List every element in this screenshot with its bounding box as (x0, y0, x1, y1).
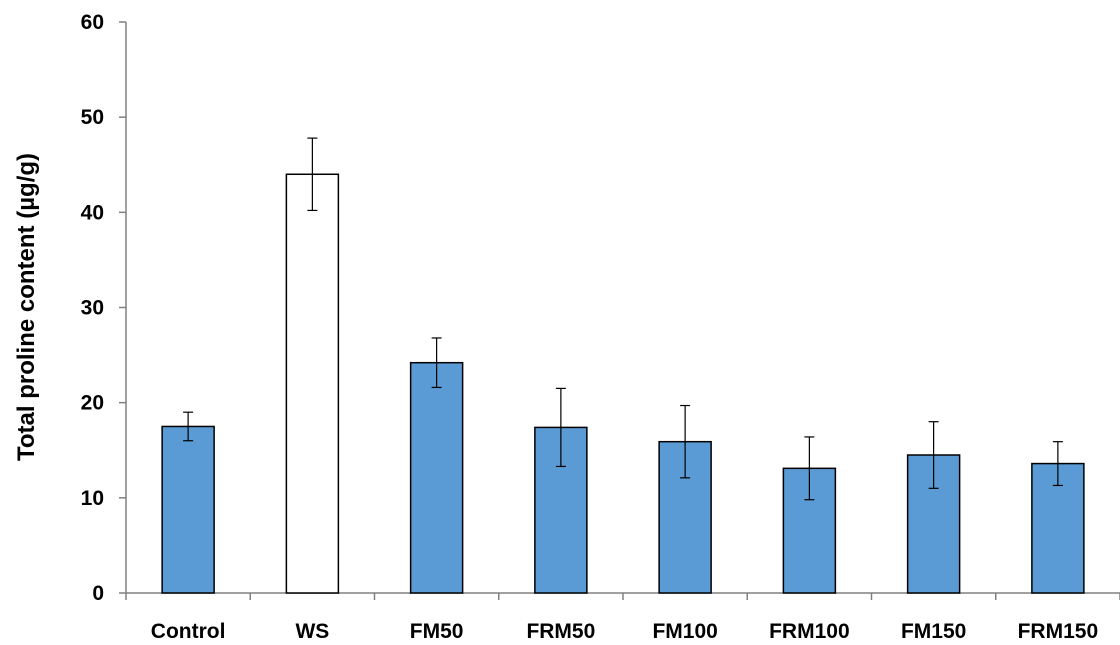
y-tick-label: 40 (81, 201, 104, 224)
y-tick-label: 0 (92, 582, 104, 605)
error-bar-fm150 (928, 421, 939, 489)
bar-fm50 (409, 361, 464, 594)
category-label-fm100: FM100 (652, 620, 717, 643)
category-label-frm150: FRM150 (1018, 620, 1099, 643)
y-tick-label: 50 (81, 106, 104, 129)
y-tick-label: 20 (81, 392, 104, 415)
error-bar-frm100 (804, 436, 815, 501)
error-bar-frm50 (555, 387, 566, 468)
error-bar-control (183, 411, 194, 442)
bars (161, 173, 1085, 594)
y-axis: 0 10 20 30 40 50 60 (81, 11, 127, 605)
category-label-fm150: FM150 (901, 620, 966, 643)
bar-ws (285, 173, 340, 594)
category-label-ws: WS (295, 620, 329, 643)
bar-control (161, 425, 215, 594)
category-label-frm100: FRM100 (769, 620, 850, 643)
y-axis-title: Total proline content (µg/g) (13, 153, 40, 461)
error-bar-frm150 (1052, 441, 1063, 487)
category-labels: Control WS FM50 FRM50 FM100 FRM100 FM150 FRM150 (151, 620, 1098, 643)
y-tick-label: 10 (81, 487, 104, 510)
y-tick-label: 30 (81, 297, 104, 320)
category-label-frm50: FRM50 (526, 620, 595, 643)
category-label-fm50: FM50 (410, 620, 464, 643)
error-bars (183, 137, 1063, 501)
error-bar-ws (307, 137, 318, 212)
error-bar-fm100 (680, 404, 691, 479)
x-axis (125, 592, 1120, 600)
y-tick-label: 60 (81, 11, 104, 34)
error-bar-fm50 (431, 337, 442, 389)
category-label-control: Control (151, 620, 226, 643)
